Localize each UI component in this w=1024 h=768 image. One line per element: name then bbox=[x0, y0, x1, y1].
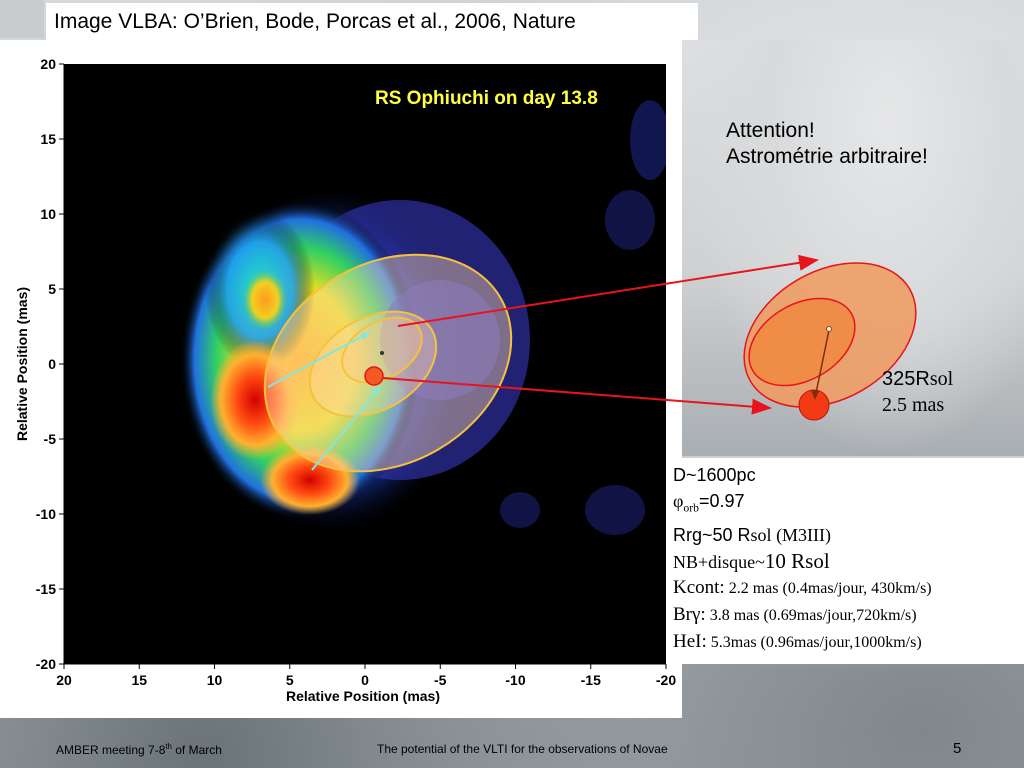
kcont-size: Kcont: 2.2 mas (0.4mas/jour, 430km/s) bbox=[673, 576, 932, 598]
expansion-arrow bbox=[311, 386, 381, 471]
vlba-image-plot: RS Ophiuchi on day 13.8 20 15 10 5 0 -5 -10 -15… bbox=[14, 56, 676, 704]
y-tick-label: -15 bbox=[36, 581, 56, 597]
y-tick-label: -5 bbox=[44, 431, 57, 447]
angular-size: 2.5 mas bbox=[882, 394, 945, 416]
zoom-orbit-arrow bbox=[814, 329, 830, 399]
astrometry-warning: Attention! Astrométrie arbitraire! bbox=[726, 118, 928, 170]
footer-talk-title: The potential of the VLTI for the observ… bbox=[377, 742, 668, 756]
warning-line-1: Attention! bbox=[726, 119, 815, 142]
expansion-arrow bbox=[267, 331, 371, 388]
x-axis-title: Relative Position (mas) bbox=[286, 688, 440, 704]
parameters-box: D~1600pc φorb=0.97 Rrg~50 Rsol (M3III) N… bbox=[668, 458, 1024, 664]
radius-value: 325R bbox=[882, 368, 930, 390]
centre-marker bbox=[380, 351, 384, 355]
zoom-inner-ellipse bbox=[748, 297, 856, 387]
zoom-red-giant bbox=[798, 389, 830, 421]
orbital-phase: φorb=0.97 bbox=[673, 491, 745, 515]
zoom-arrow-lower bbox=[382, 377, 772, 415]
zoom-arrow-upper bbox=[397, 254, 819, 327]
x-axis: 20 15 10 5 0 -5 -10 -15 -20 bbox=[56, 663, 676, 688]
y-tick-label: -20 bbox=[36, 656, 56, 672]
y-tick-label: 5 bbox=[48, 281, 56, 297]
plot-title: RS Ophiuchi on day 13.8 bbox=[375, 88, 598, 109]
y-tick-label: 15 bbox=[40, 131, 56, 147]
x-tick-label: 15 bbox=[131, 672, 147, 688]
radio-emission-map bbox=[180, 100, 666, 535]
footer-meeting: AMBER meeting 7-8th of March bbox=[56, 742, 222, 757]
vlba-image-panel: RS Ophiuchi on day 13.8 20 15 10 5 0 -5 -10 -15… bbox=[0, 40, 682, 718]
red-giant-radius: Rrg~50 Rsol (M3III) bbox=[673, 524, 832, 545]
slide-title: Image VLBA: O’Brien, Bode, Porcas et al.… bbox=[46, 3, 698, 40]
wd-disk-size: NB+disque~10 Rsol bbox=[673, 548, 830, 573]
warning-line-2: Astrométrie arbitraire! bbox=[726, 145, 928, 168]
red-giant-marker bbox=[364, 366, 384, 386]
distance: D~1600pc bbox=[673, 465, 756, 485]
brg-ellipse bbox=[308, 310, 438, 418]
y-axis: 20 15 10 5 0 -5 -10 -15 -20 bbox=[36, 56, 65, 672]
x-tick-label: -15 bbox=[581, 672, 601, 688]
y-tick-label: 20 bbox=[40, 56, 56, 72]
x-tick-label: 5 bbox=[286, 672, 294, 688]
x-tick-label: 10 bbox=[207, 672, 223, 688]
hei-size: HeI: 5.3mas (0.96mas/jour,1000km/s) bbox=[673, 630, 922, 652]
brg-size: Brγ: 3.8 mas (0.69mas/jour,720km/s) bbox=[673, 603, 917, 625]
x-tick-label: -5 bbox=[434, 672, 447, 688]
x-tick-label: 20 bbox=[56, 672, 72, 688]
radius-unit: sol bbox=[929, 368, 954, 390]
y-tick-label: -10 bbox=[36, 506, 56, 522]
page-number: 5 bbox=[953, 740, 962, 757]
x-tick-label: -10 bbox=[505, 672, 525, 688]
y-axis-title: Relative Position (mas) bbox=[14, 287, 30, 441]
hei-ellipse bbox=[263, 253, 513, 473]
zoom-companion bbox=[826, 326, 832, 332]
corner-square bbox=[0, 0, 44, 38]
y-tick-label: 0 bbox=[48, 356, 56, 372]
x-tick-label: -20 bbox=[656, 672, 676, 688]
x-tick-label: 0 bbox=[361, 672, 369, 688]
scale-label: 325Rsol 2.5 mas bbox=[882, 366, 953, 418]
y-tick-label: 10 bbox=[40, 206, 56, 222]
